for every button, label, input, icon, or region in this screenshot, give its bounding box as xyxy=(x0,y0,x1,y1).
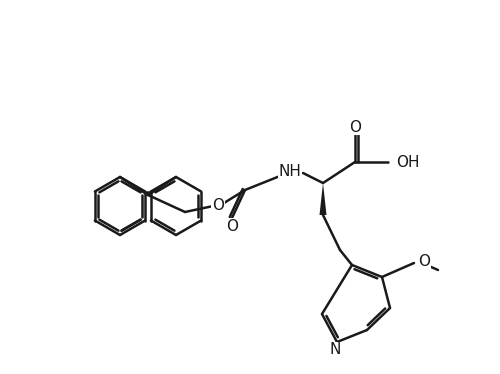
Text: OH: OH xyxy=(396,154,419,169)
Text: N: N xyxy=(330,343,340,358)
Text: NH: NH xyxy=(278,163,301,178)
Text: O: O xyxy=(226,218,238,233)
Text: O: O xyxy=(418,254,430,269)
Text: O: O xyxy=(349,120,361,135)
Text: O: O xyxy=(212,197,224,212)
Polygon shape xyxy=(320,183,326,215)
